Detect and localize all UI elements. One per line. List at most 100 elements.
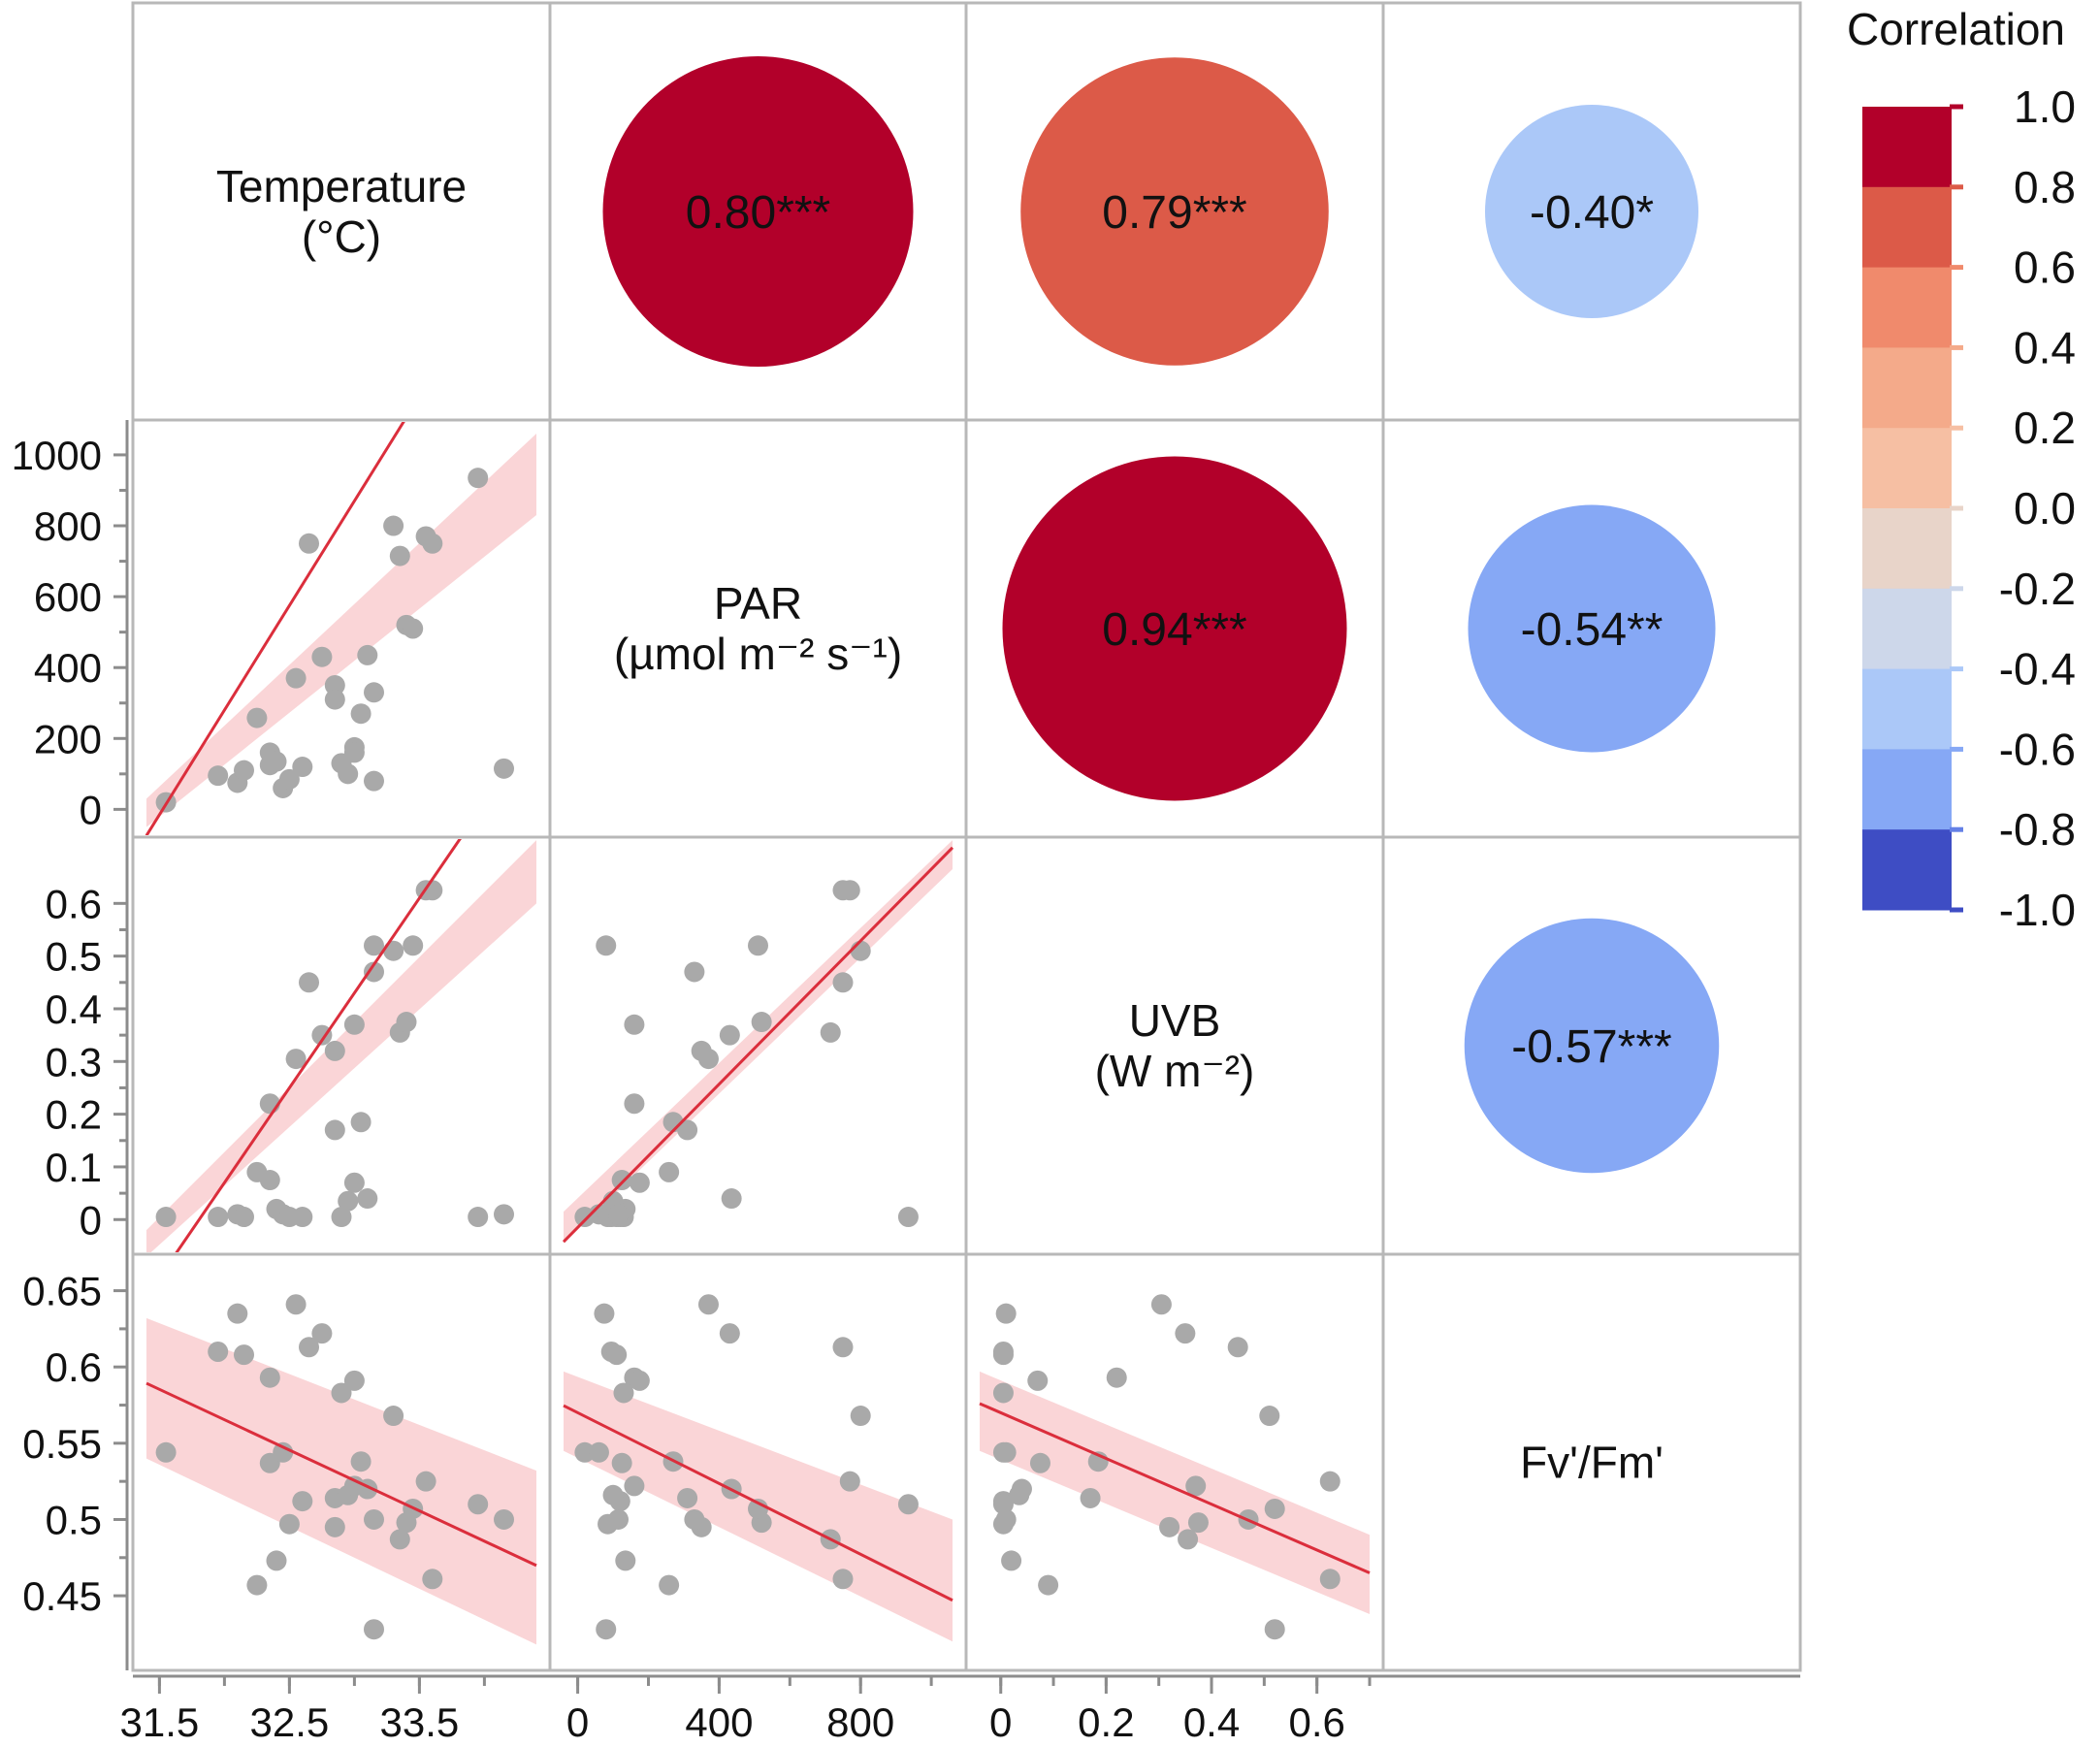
data-point-temp-fvfm-29 — [422, 1569, 443, 1590]
data-point-temp-uvb-17 — [338, 1190, 359, 1212]
data-point-temp-fvfm-8 — [273, 1441, 294, 1463]
x-tick-label-temp-1: 32.5 — [250, 1699, 330, 1745]
data-point-temp-uvb-14 — [324, 1040, 345, 1061]
data-point-uvb-fvfm-16 — [992, 1382, 1014, 1404]
data-point-temp-par-30 — [468, 468, 489, 489]
y-tick-label-uvb-2: 0.2 — [46, 1092, 102, 1138]
data-point-temp-uvb-21 — [357, 1188, 378, 1210]
data-point-par-fvfm-10 — [697, 1294, 719, 1315]
y-tick-label-fvfm-2: 0.55 — [22, 1421, 102, 1467]
correlation-label-par-fvfm: -0.54** — [1521, 604, 1664, 656]
cell-frame-r1-c1 — [548, 418, 968, 839]
diagonal-label-par-line-0: PAR — [714, 578, 802, 629]
data-point-par-uvb-18 — [629, 1172, 650, 1193]
x-tick-label-uvb-3: 0.6 — [1288, 1699, 1344, 1745]
data-point-temp-fvfm-12 — [299, 1337, 319, 1358]
regression-line-par-fvfm — [563, 1404, 953, 1602]
data-point-temp-fvfm-9 — [278, 1513, 300, 1535]
legend-swatch-8 — [1862, 749, 1952, 830]
data-point-temp-uvb-5 — [259, 1170, 280, 1191]
data-point-par-uvb-21 — [721, 1188, 742, 1210]
y-tick-label-uvb-4: 0.4 — [46, 987, 102, 1032]
data-point-temp-fvfm-24 — [383, 1406, 404, 1427]
data-point-uvb-fvfm-3 — [992, 1344, 1014, 1366]
legend-swatch-7 — [1862, 668, 1952, 750]
data-point-temp-par-9 — [278, 768, 300, 790]
data-point-uvb-fvfm-26 — [1187, 1512, 1209, 1534]
data-point-temp-uvb-12 — [299, 972, 319, 993]
correlation-circle-temp-uvb — [1020, 57, 1329, 366]
data-point-temp-fvfm-28 — [415, 1471, 436, 1492]
data-point-temp-par-20 — [350, 703, 372, 725]
data-point-temp-par-10 — [285, 667, 307, 689]
x-tick-label-temp-0: 31.5 — [120, 1699, 200, 1745]
data-point-temp-fvfm-25 — [389, 1529, 410, 1550]
legend-swatch-6 — [1862, 588, 1952, 670]
data-point-temp-par-4 — [246, 707, 268, 728]
data-point-par-uvb-5 — [611, 1170, 632, 1191]
data-point-temp-par-23 — [364, 770, 384, 792]
y-tick-label-uvb-6: 0.6 — [46, 881, 102, 926]
data-point-par-uvb-14 — [691, 1040, 712, 1061]
x-tick-label-uvb-0: 0 — [989, 1699, 1012, 1745]
data-point-uvb-fvfm-27 — [1264, 1498, 1285, 1519]
legend-swatch-3 — [1862, 347, 1952, 429]
regression-line-temp-uvb — [175, 839, 462, 1252]
diagonal-label-uvb-line-0: UVB — [1129, 995, 1221, 1046]
y-tick-label-fvfm-0: 0.45 — [22, 1573, 102, 1619]
diagonal-label-fvfm-line-0: Fv'/Fm' — [1520, 1438, 1664, 1488]
legend-label-4: 0.2 — [2014, 403, 2076, 453]
data-point-par-fvfm-16 — [613, 1382, 634, 1404]
x-tick-label-par-0: 0 — [566, 1699, 589, 1745]
data-point-temp-uvb-10 — [285, 1049, 307, 1070]
data-point-uvb-fvfm-19 — [1185, 1475, 1207, 1497]
x-tick-label-par-1: 400 — [685, 1699, 753, 1745]
confidence-band-uvb-fvfm — [980, 1371, 1370, 1614]
confidence-band-temp-fvfm — [146, 1317, 536, 1645]
data-point-temp-fvfm-11 — [292, 1491, 313, 1512]
data-point-par-fvfm-27 — [748, 1498, 768, 1519]
correlation-circle-uvb-fvfm — [1464, 918, 1720, 1174]
data-point-temp-par-25 — [389, 545, 410, 566]
correlation-label-par-uvb: 0.94*** — [1102, 604, 1246, 656]
data-point-par-fvfm-30 — [897, 1494, 919, 1515]
scatter-panel-par-vs-fvfm — [563, 1294, 953, 1642]
data-point-temp-fvfm-23 — [364, 1619, 384, 1640]
y-tick-label-par-5: 1000 — [12, 433, 102, 478]
scatter-panel-temp-vs-par — [145, 422, 536, 835]
data-point-uvb-fvfm-13 — [1175, 1323, 1196, 1344]
data-point-temp-uvb-1 — [208, 1207, 229, 1228]
data-point-uvb-fvfm-30 — [992, 1494, 1014, 1515]
data-point-par-uvb-6 — [624, 1093, 645, 1115]
data-point-par-uvb-23 — [596, 935, 617, 956]
data-point-temp-uvb-24 — [383, 940, 404, 961]
data-point-par-fvfm-8 — [588, 1441, 609, 1463]
data-point-par-uvb-22 — [684, 961, 705, 983]
y-tick-label-fvfm-4: 0.65 — [22, 1269, 102, 1314]
data-point-par-fvfm-15 — [677, 1487, 698, 1508]
data-point-temp-par-29 — [422, 533, 443, 554]
data-point-uvb-fvfm-6 — [1106, 1367, 1127, 1388]
data-point-uvb-fvfm-24 — [1259, 1406, 1280, 1427]
data-point-temp-par-13 — [311, 646, 333, 667]
data-point-temp-uvb-18 — [343, 1172, 365, 1193]
correlation-circle-par-uvb — [1002, 456, 1347, 801]
data-point-temp-fvfm-0 — [155, 1441, 177, 1463]
data-point-par-fvfm-24 — [850, 1406, 871, 1427]
data-point-temp-par-27 — [403, 618, 424, 639]
diagonal-label-temp-line-1: (°C) — [302, 211, 381, 262]
data-point-temp-fvfm-10 — [285, 1294, 307, 1315]
regression-line-temp-par — [145, 422, 405, 835]
scatter-panel-temp-vs-uvb — [146, 839, 536, 1252]
data-point-temp-par-1 — [208, 765, 229, 787]
matrix-axes: 0 200 400 600 800 1000 0 0.1 0.2 0.3 0.4 0.5 0.6 0.45… — [12, 420, 1800, 1745]
data-point-uvb-fvfm-5 — [1029, 1452, 1050, 1473]
data-point-par-uvb-24 — [850, 940, 871, 961]
data-point-par-fvfm-18 — [629, 1370, 650, 1391]
data-point-temp-uvb-16 — [331, 1207, 352, 1228]
x-tick-label-par-2: 800 — [826, 1699, 894, 1745]
data-point-temp-par-15 — [324, 689, 345, 710]
data-point-uvb-fvfm-14 — [1159, 1516, 1180, 1537]
correlation-legend: Correlation 1.0 0.8 0.6 0.4 0.2 0.0 -0.2 -0.4 -0.… — [1847, 4, 2076, 935]
